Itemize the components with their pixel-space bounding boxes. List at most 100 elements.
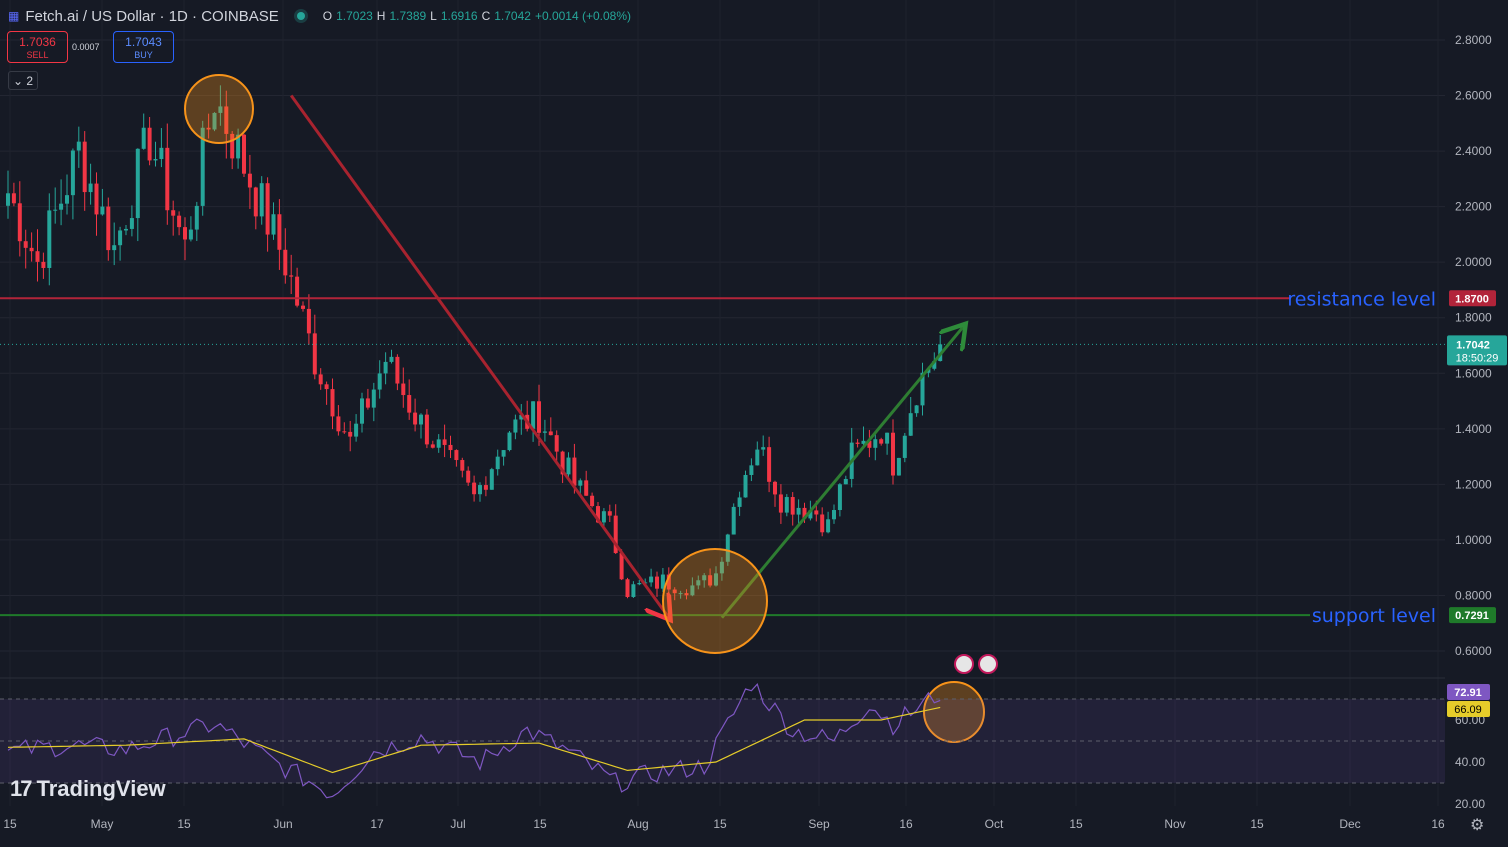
candle-body (247, 173, 252, 188)
candle-body (696, 580, 701, 586)
candle-body (53, 209, 58, 211)
candle-body (731, 506, 736, 535)
candle (436, 434, 441, 453)
x-tick-label: 15 (3, 817, 17, 831)
candle (649, 568, 654, 587)
y-tick-label: 2.2000 (1455, 200, 1492, 214)
candle-body (242, 134, 246, 174)
candle-body (312, 333, 317, 375)
candle (124, 224, 128, 236)
candle (283, 228, 288, 284)
tradingview-logo[interactable]: 17 TradingView (10, 776, 166, 802)
candle-body (784, 497, 789, 513)
candle (578, 478, 583, 495)
candle (430, 440, 435, 449)
candle-body (295, 276, 300, 306)
candle-body (212, 112, 217, 130)
buy-price: 1.7043 (125, 35, 162, 49)
indicators-toggle[interactable]: ⌄ 2 (8, 71, 38, 90)
candle-body (460, 460, 465, 471)
rsi-ma-value-label: 66.09 (1454, 704, 1482, 716)
candle (259, 176, 264, 225)
candle-body (47, 210, 52, 268)
candle (413, 398, 418, 432)
candle (253, 186, 258, 230)
candle (59, 179, 64, 226)
candle-body (183, 227, 187, 240)
buy-button[interactable]: 1.7043 BUY (113, 31, 174, 63)
candle-body (631, 584, 636, 597)
candle (218, 85, 223, 126)
us-flag-event-icon (978, 654, 998, 674)
candle (424, 409, 429, 449)
candle-body (607, 511, 612, 516)
y-tick-label: 1.6000 (1455, 366, 1492, 380)
candle (354, 414, 359, 442)
symbol-icon[interactable]: ▦ (8, 9, 20, 23)
candle (714, 566, 718, 587)
candle (560, 450, 565, 484)
candle-body (873, 439, 878, 448)
rsi-ma-value-tag (1447, 701, 1490, 717)
rsi-value-tag (1447, 684, 1490, 700)
candle-body (253, 187, 258, 217)
price-tag-label: 0.7291 (1455, 610, 1489, 622)
candle-body (442, 439, 447, 445)
last-price-tag (1447, 335, 1507, 366)
candle-body (82, 141, 87, 193)
candle (17, 181, 22, 257)
candle (861, 426, 866, 448)
candle-body (702, 575, 707, 581)
candle-body (584, 480, 589, 496)
ohlc-open-value: 1.7023 (336, 9, 373, 23)
sell-label: SELL (26, 50, 49, 60)
candle-body (867, 440, 872, 448)
candle (625, 577, 630, 599)
candle-body (165, 147, 170, 211)
candle-body (118, 230, 123, 246)
candle (76, 126, 81, 168)
gear-icon[interactable]: ⚙ (1470, 817, 1485, 834)
candle-body (389, 356, 394, 362)
candle-body (507, 432, 512, 451)
market-status-dot (296, 12, 305, 20)
candle-body (395, 356, 400, 384)
candle-body (324, 384, 329, 390)
ohlc-close-value: 1.7042 (494, 9, 531, 23)
candle-body (743, 474, 748, 498)
candle (194, 201, 199, 241)
ohlc-open-label: O (322, 9, 333, 23)
candle-body (29, 247, 34, 252)
candle (348, 420, 353, 452)
candle-body (153, 159, 158, 161)
candle-body (377, 373, 382, 390)
symbol-title[interactable]: Fetch.ai / US Dollar · 1D · COINBASE (25, 7, 279, 25)
candle (920, 362, 925, 416)
candle-body (572, 457, 577, 486)
candle-body (289, 275, 294, 277)
candle (224, 90, 229, 159)
candle (6, 170, 10, 219)
candle-body (259, 183, 264, 217)
sell-button[interactable]: 1.7036 SELL (7, 31, 68, 63)
candle (206, 113, 211, 139)
candle-body (672, 589, 677, 594)
candle-body (761, 447, 766, 450)
candle-body (660, 574, 665, 589)
candle (832, 504, 836, 524)
x-tick-label: Dec (1339, 817, 1360, 831)
ohlc-values: O 1.7023 H 1.7389 L 1.6916 C 1.7042 +0.0014 … (323, 9, 631, 23)
rsi-tick-label: 40.00 (1455, 755, 1485, 769)
candle-body (35, 251, 40, 262)
candle-body (206, 127, 211, 130)
candle-body (613, 515, 618, 554)
candle (837, 483, 842, 517)
candle (35, 229, 40, 282)
candle-body (855, 442, 860, 444)
candle-body (59, 203, 64, 210)
candle (607, 504, 612, 523)
candle (159, 128, 164, 168)
candle (330, 378, 335, 430)
